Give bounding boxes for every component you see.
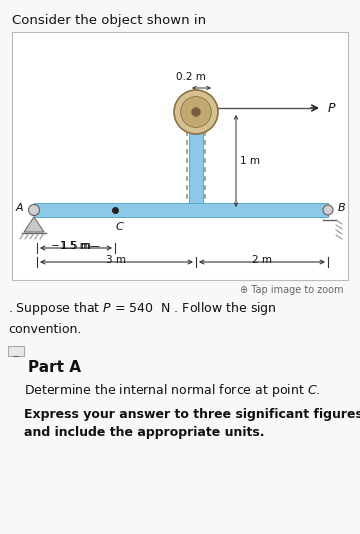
- Circle shape: [181, 97, 211, 128]
- Text: 1 m: 1 m: [240, 156, 260, 166]
- Circle shape: [323, 205, 333, 215]
- Text: 3 m: 3 m: [107, 255, 126, 265]
- Text: Determine the internal normal force at point $C$.: Determine the internal normal force at p…: [24, 382, 320, 399]
- Text: Consider the object shown in: Consider the object shown in: [12, 14, 206, 27]
- Text: 1.5 m: 1.5 m: [61, 241, 91, 251]
- Bar: [189, 115, 203, 203]
- Bar: [34, 203, 328, 217]
- Text: 0.2 m: 0.2 m: [176, 72, 206, 82]
- Text: A: A: [16, 203, 24, 213]
- Circle shape: [28, 205, 40, 216]
- Text: Express your answer to three significant figures
and include the appropriate uni: Express your answer to three significant…: [24, 408, 360, 439]
- Polygon shape: [24, 217, 44, 232]
- Text: 2 m: 2 m: [252, 255, 272, 265]
- Text: B: B: [338, 203, 346, 213]
- Circle shape: [174, 90, 218, 134]
- Text: P: P: [328, 101, 336, 114]
- Text: Part A: Part A: [28, 360, 81, 375]
- Text: ⊕ Tap image to zoom: ⊕ Tap image to zoom: [240, 285, 344, 295]
- Text: C: C: [116, 222, 124, 232]
- Bar: [12, 32, 348, 280]
- Text: −1.5 m—: −1.5 m—: [51, 241, 100, 251]
- FancyBboxPatch shape: [8, 346, 24, 356]
- Text: . Suppose that $P$ = 540  N . Follow the sign
convention.: . Suppose that $P$ = 540 N . Follow the …: [8, 300, 277, 336]
- Text: −: −: [12, 352, 20, 362]
- Circle shape: [192, 107, 201, 116]
